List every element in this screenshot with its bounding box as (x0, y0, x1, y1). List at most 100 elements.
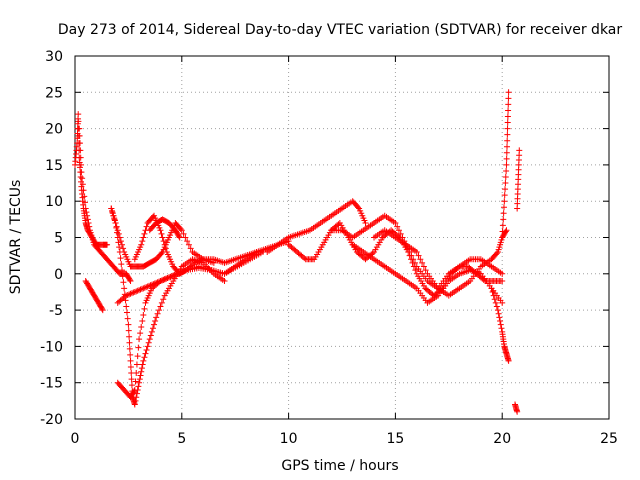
data-point (502, 174, 509, 180)
data-point (127, 363, 134, 370)
data-point (131, 388, 138, 395)
data-point (118, 241, 125, 248)
data-point (75, 118, 82, 125)
data-point (175, 233, 182, 240)
data-point (221, 278, 228, 285)
data-point (79, 181, 86, 188)
data-point (120, 279, 127, 286)
ticks: 0 5 10 15 20 25 -20 -15 -10 -5 0 5 10 15 20 25 30 (40, 49, 618, 447)
series-track-q (514, 147, 523, 212)
data-point (134, 287, 141, 294)
data-point (127, 351, 134, 358)
data-point (139, 361, 146, 368)
data-point (151, 321, 158, 328)
data-point (395, 227, 402, 234)
data-point (493, 250, 500, 257)
data-point (135, 344, 142, 351)
data-point (130, 289, 137, 296)
grid (75, 56, 609, 419)
data-point (108, 205, 115, 212)
data-point (141, 305, 148, 312)
data-point (125, 321, 132, 328)
data-point (180, 268, 187, 275)
data-point (148, 281, 155, 288)
data-point (127, 357, 134, 364)
data-point (158, 277, 165, 284)
series-track-h (114, 249, 266, 306)
data-point (494, 307, 501, 314)
data-point (141, 230, 148, 237)
data-point (419, 259, 426, 266)
data-point (153, 279, 160, 286)
data-point (505, 107, 512, 114)
x-tick-label: 25 (600, 431, 618, 447)
data-point (193, 259, 200, 266)
series-track-p (499, 89, 512, 241)
data-point (81, 193, 88, 200)
data-point (78, 161, 85, 168)
data-point (161, 241, 168, 248)
data-point (499, 270, 506, 277)
data-point (195, 258, 202, 265)
data-point (83, 209, 90, 216)
data-point (394, 223, 401, 230)
data-point (121, 285, 128, 292)
data-point (499, 222, 506, 229)
x-tick-label: 15 (386, 431, 404, 447)
data-point (132, 397, 139, 404)
data-point (492, 299, 499, 306)
data-point (113, 223, 120, 230)
y-tick-label: 30 (45, 49, 63, 65)
data-point (111, 216, 118, 223)
data-point (157, 278, 164, 285)
data-point (417, 256, 424, 263)
data-point (160, 296, 167, 303)
y-tick-label: 10 (45, 194, 63, 210)
data-point (165, 274, 172, 281)
data-point (160, 238, 167, 245)
data-point (491, 296, 498, 303)
data-point (167, 273, 174, 280)
data-point (362, 219, 369, 226)
data-point (81, 199, 88, 206)
data-point (158, 250, 165, 257)
data-point (181, 267, 188, 274)
data-point (138, 324, 145, 331)
data-point (118, 267, 125, 274)
series-track-a (72, 111, 111, 248)
data-point (504, 143, 511, 150)
data-point (141, 354, 148, 361)
data-point (410, 256, 417, 263)
data-point (497, 321, 504, 328)
data-point (493, 303, 500, 310)
data-point (147, 282, 154, 289)
data-point (136, 376, 143, 383)
data-point (84, 216, 91, 223)
data-point (126, 333, 133, 340)
data-point (125, 327, 132, 334)
data-point (133, 370, 140, 377)
series-track-n (371, 227, 510, 299)
data-point (131, 401, 138, 408)
data-point (86, 223, 93, 230)
data-point (123, 309, 130, 316)
x-tick-label: 5 (177, 431, 186, 447)
data-point (79, 175, 86, 182)
data-point (177, 226, 184, 233)
y-tick-label: -20 (40, 412, 63, 428)
data-point (355, 204, 362, 211)
data-point (136, 287, 143, 294)
data-point (502, 180, 509, 187)
data-point (159, 234, 166, 241)
data-point (126, 276, 133, 283)
data-point (110, 212, 117, 219)
data-point (76, 140, 83, 147)
data-point (499, 299, 506, 306)
data-point (185, 241, 192, 248)
data-point (505, 95, 512, 102)
x-tick-label: 20 (493, 431, 511, 447)
series-track-j (264, 198, 369, 256)
data-point (136, 379, 143, 386)
series-track-l (328, 212, 506, 292)
data-point (490, 292, 497, 299)
